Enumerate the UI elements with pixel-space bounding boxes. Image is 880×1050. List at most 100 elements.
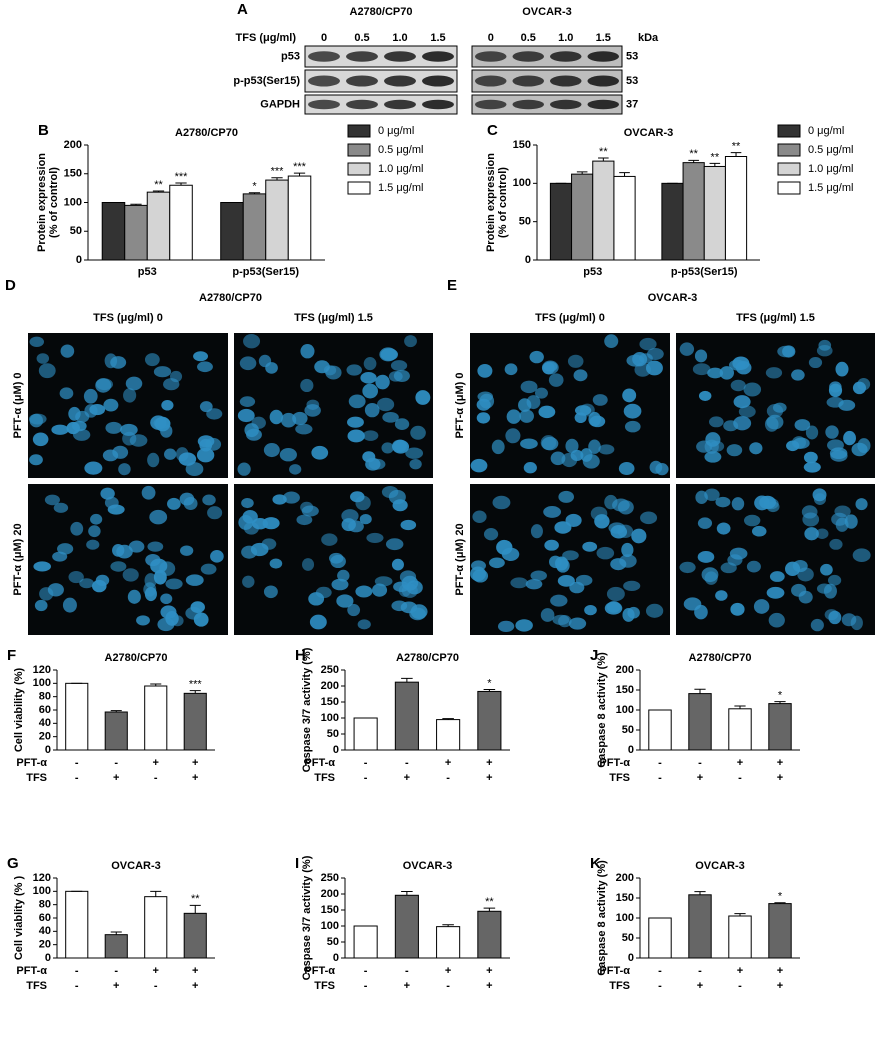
nucleus [744,514,761,527]
legend-label: 0 μg/ml [808,125,844,137]
legend-label: 0.5 μg/ml [808,144,853,156]
nucleus [128,540,145,553]
nucleus [362,383,379,399]
nucleus [506,409,521,424]
nucleus [110,356,127,369]
nucleus [808,357,823,369]
nucleus [102,449,119,462]
error-bar [483,689,496,692]
y-tick-label: 150 [513,139,531,151]
y-tick-label: 120 [33,872,51,884]
nucleus [304,404,321,417]
bar [661,182,684,261]
error-bar [442,924,454,927]
nucleus [574,405,592,416]
bar [728,708,752,751]
nucleus [679,342,695,356]
nucleus [816,345,833,357]
nucleus [197,361,213,373]
significance: *** [293,161,307,173]
nucleus [280,412,297,428]
nucleus [380,348,399,361]
nucleus [624,420,641,433]
nucleus [29,454,43,466]
nucleus [606,600,621,613]
blot-band [475,51,507,62]
error-bar [189,904,201,914]
bar [724,156,748,261]
nucleus [823,583,837,599]
blot-band [346,75,378,87]
nucleus [144,573,157,588]
nucleus [623,580,641,592]
nucleus [289,464,302,475]
nucleus [28,413,47,425]
nucleus [118,463,131,476]
nucleus [239,396,256,407]
error-bar [483,907,496,912]
y-tick-label: 150 [64,168,82,180]
nucleus [510,577,528,589]
bar [436,719,461,751]
blot-band [512,99,544,110]
nucleus [57,543,74,555]
nucleus [804,527,819,541]
nucleus [835,361,849,377]
nucleus [180,545,194,556]
significance: ** [599,146,608,158]
y-tick-label: 100 [321,920,339,932]
nucleus [567,354,584,368]
nucleus [321,533,338,546]
x-row-label: PFT-α [16,965,47,977]
nucleus [568,617,587,630]
nucleus [573,369,588,382]
chart-title: OVCAR-3 [111,860,161,872]
nucleus [32,432,49,447]
nucleus [53,502,69,513]
nucleus [489,557,505,569]
nucleus [548,373,564,387]
nucleus [193,612,209,627]
blot-band [475,99,507,110]
x-row-mark: - [405,757,409,769]
significance: *** [271,166,285,178]
nucleus [404,335,417,348]
y-tick-label: 150 [321,696,339,708]
nucleus [381,486,399,499]
nucleus [472,569,489,583]
nucleus [697,517,713,529]
x-row-mark: - [75,772,79,784]
nucleus [315,586,332,599]
blot-band [346,51,378,62]
kda-label: 53 [626,50,638,62]
panel-title: A2780/CP70 [199,292,262,304]
nucleus [715,590,728,601]
nucleus [852,548,871,563]
nucleus [801,505,818,519]
y-tick-label: 200 [321,888,339,900]
nucleus [179,492,195,506]
nucleus [347,416,364,428]
blot-band [587,51,619,62]
nucleus [554,521,572,534]
x-row-mark: - [446,772,450,784]
nucleus [325,365,342,380]
x-row-mark: + [192,772,198,784]
x-row-mark: - [364,980,368,992]
x-row-mark: + [486,772,492,784]
nucleus [122,431,137,446]
nucleus [520,380,538,394]
y-axis-label: (% of control) [48,167,60,238]
x-row-mark: + [153,757,159,769]
nucleus [855,498,868,511]
nucleus [409,607,426,621]
x-row-mark: + [445,757,451,769]
y-tick-label: 120 [33,664,51,676]
legend-swatch [347,162,371,176]
chart-title: OVCAR-3 [403,860,453,872]
nucleus [292,411,308,426]
blot-frame [471,94,623,115]
nucleus [242,510,258,524]
y-tick-label: 0 [333,952,339,964]
y-tick-label: 50 [622,724,634,736]
